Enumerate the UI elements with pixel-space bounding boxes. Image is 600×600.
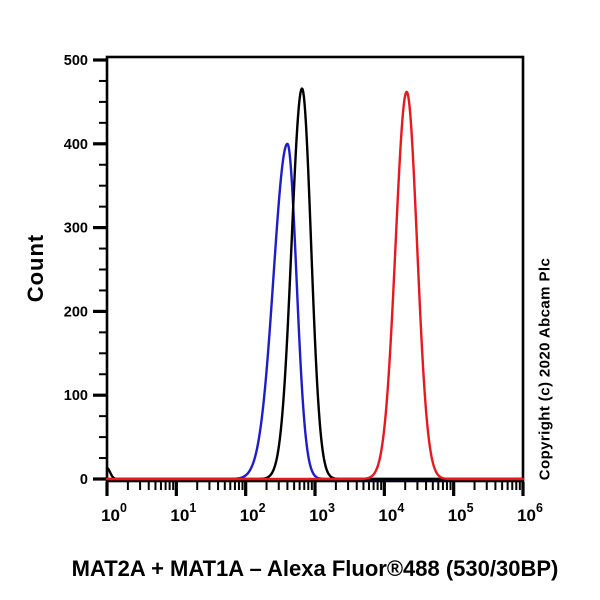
y-axis-tick-label: 200: [64, 304, 88, 320]
y-axis-tick-label: 500: [64, 53, 88, 69]
plot-frame: [105, 55, 525, 483]
copyright-text: Copyright (c) 2020 Abcam Plc: [536, 257, 554, 481]
x-axis-tick-label: 104: [378, 501, 404, 525]
axes: 0 100 200 300 400 500 100 101 102 103 104 105 106: [64, 53, 543, 525]
y-axis-tick-label: 0: [80, 472, 88, 488]
curve-black: [105, 87, 525, 481]
y-axis-tick-label: 300: [64, 221, 88, 237]
y-axis-label: Count: [23, 233, 48, 303]
x-axis-tick-label: 105: [448, 501, 474, 525]
x-axis-tick-label: 102: [240, 501, 266, 525]
x-axis-tick-label: 103: [309, 501, 335, 525]
x-axis-tick-label: 101: [170, 501, 196, 525]
x-axis-tick-label: 106: [517, 501, 543, 525]
curves: [105, 87, 525, 481]
curve-blue: [105, 142, 525, 481]
curve-red: [105, 90, 525, 481]
y-axis-tick-label: 100: [64, 388, 88, 404]
y-axis-tick-label: 400: [64, 137, 88, 153]
figure-title: MAT2A + MAT1A – Alexa Fluor®488 (530/30B…: [71, 556, 559, 581]
x-axis-tick-label: 100: [101, 501, 127, 525]
